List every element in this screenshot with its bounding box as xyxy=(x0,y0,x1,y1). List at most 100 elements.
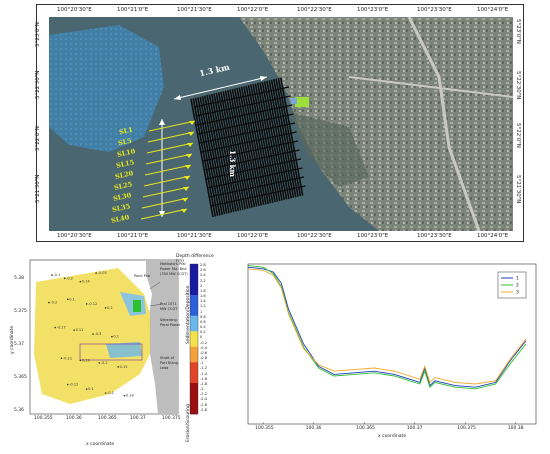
cross-line xyxy=(193,86,290,108)
legend-label-2: 2 xyxy=(516,283,519,289)
coastal-patch xyxy=(289,112,369,187)
legend-label-1: 1 xyxy=(516,276,519,282)
x-tick-label: 100.36 xyxy=(305,426,322,431)
arrowhead-left xyxy=(174,95,181,100)
depth-point xyxy=(98,362,101,364)
survey-line xyxy=(231,88,256,208)
right-tick-label: 5°22'30"N xyxy=(515,71,521,100)
depth-point xyxy=(117,366,119,368)
highway-line xyxy=(407,17,481,231)
depth-point-label: 0.11 xyxy=(76,328,84,332)
colorbar-outline xyxy=(189,263,199,415)
x-tick-label: 100.37 xyxy=(130,416,146,421)
colorbar-tick-label: -2.4 xyxy=(200,397,208,402)
arrowhead-top xyxy=(159,119,165,125)
survey-line-label-arrows xyxy=(140,120,196,220)
colorbar-tick-label: 1.2 xyxy=(200,304,206,309)
annotation-strait: Strait of Port Klang Lead xyxy=(160,356,178,370)
annotation-mahkota: Mahkota's Prai Power Sta. Bhd (350 MW CC… xyxy=(160,262,188,276)
top-tick-label: 100°20'30"E xyxy=(57,7,92,13)
sl-arrow xyxy=(144,164,192,176)
depth-point-label: -0.1 xyxy=(54,273,61,277)
y-tick-label: 5.36 xyxy=(14,408,25,413)
survey-line xyxy=(254,83,279,202)
x-tick-label: 100.375 xyxy=(457,426,476,431)
sl-arrowhead xyxy=(184,176,190,180)
bottom-tick-label: 100°22'30"E xyxy=(297,233,332,239)
survey-line xyxy=(252,84,276,203)
channel-outline xyxy=(79,343,143,361)
colorbar-tick-label: -1.8 xyxy=(200,381,208,386)
colorbar-tick-label: -2.6 xyxy=(200,402,208,407)
top-tick-label: 100°24'0"E xyxy=(477,7,509,13)
depth-point xyxy=(95,272,97,274)
x-axis-label: x coordinate xyxy=(86,442,115,447)
colorbar-segment xyxy=(190,279,198,285)
depth-point-label: -0.05 xyxy=(98,271,107,275)
map-svg xyxy=(49,17,513,231)
colorbar-tick-label: -1 xyxy=(200,361,204,366)
x-tick-label: 100.37 xyxy=(406,426,423,431)
depth-point-label: 0.1 xyxy=(88,387,94,391)
survey-line xyxy=(250,84,274,203)
colorbar-tick-label: 0.2 xyxy=(200,330,206,335)
colorbar-segment xyxy=(190,300,198,306)
top-tick-label: 100°23'30"E xyxy=(417,7,452,13)
colorbar-tick-label: -1.4 xyxy=(200,371,208,376)
x-tick-label: 100.355 xyxy=(255,426,274,431)
colorbar-lower-label: Erosion/Scouring xyxy=(186,404,191,442)
shallow-water-area xyxy=(49,25,164,152)
depth-point xyxy=(63,277,66,280)
right-tick-label: 5°21'30"N xyxy=(515,175,521,204)
sl-arrowhead xyxy=(186,154,192,158)
cross-line xyxy=(198,113,294,135)
depth-point xyxy=(73,329,75,331)
colorbar-segment xyxy=(190,346,198,353)
x-tick-label: 100.38 xyxy=(507,426,524,431)
top-satellite-map: 1.3 km 1.3 km SL1 SL5 SL10 SL15 SL20 SL25 SL30… xyxy=(35,4,524,242)
colorbar-segment xyxy=(190,269,198,275)
depth-point xyxy=(79,280,82,283)
y-axis-label: y coordinate xyxy=(10,325,15,354)
cross-line xyxy=(199,122,296,144)
sl-arrow xyxy=(140,208,188,220)
colorbar-tick-label: -2 xyxy=(200,387,204,392)
depth-point-label: -0.1 xyxy=(107,391,114,395)
depth-point-label: -0.2 xyxy=(101,361,108,365)
top-tick-label: 100°23'0"E xyxy=(357,7,389,13)
y-tick-label: 5.365 xyxy=(14,375,27,380)
legend-entries: 123 xyxy=(501,276,519,296)
sl-arrow xyxy=(145,153,193,165)
colorbar-tick-label: -0.8 xyxy=(200,356,208,361)
depth-point-label: -0.17 xyxy=(57,325,66,329)
right-tick-label: 5°22'0"N xyxy=(515,123,521,148)
colorbar-tick-label: 1.6 xyxy=(200,294,206,299)
power-station-marker xyxy=(295,97,309,107)
sl-arrowhead xyxy=(187,143,193,147)
colorbar-tick-label: 0.6 xyxy=(200,319,206,324)
right-tick-label: 5°23'0"N xyxy=(515,19,521,44)
survey-track-lines xyxy=(190,77,306,218)
colorbar xyxy=(189,263,199,415)
annotation-leader-2 xyxy=(149,303,163,307)
colorbar-tick-label: 2.6 xyxy=(200,268,206,273)
colorbar-tick-label: 1.4 xyxy=(200,299,206,304)
depth-point-label: 0.18 xyxy=(126,394,134,398)
depth-point xyxy=(104,307,107,309)
top-tick-label: 100°21'0"E xyxy=(117,7,149,13)
colorbar-title: Depth difference (m) xyxy=(176,254,214,264)
profile-chart-svg: 123 xyxy=(247,263,537,425)
colorbar-segment xyxy=(190,393,198,399)
cross-line xyxy=(205,158,302,180)
colorbar-segment xyxy=(190,382,198,389)
y-tick-label: 5.375 xyxy=(14,309,27,314)
annotation-prai-1071: Prai 1071 MW CCGT xyxy=(160,302,178,311)
y-tick-label: 5.38 xyxy=(14,276,25,281)
colorbar-segment xyxy=(190,289,198,296)
sl-arrow xyxy=(148,120,196,132)
bottom-tick-label: 100°24'0"E xyxy=(477,233,509,239)
colorbar-tick-label: -0.6 xyxy=(200,350,208,355)
depth-point xyxy=(92,333,94,335)
sl-arrow xyxy=(141,197,189,209)
depth-point-label: -0.12 xyxy=(69,383,78,387)
